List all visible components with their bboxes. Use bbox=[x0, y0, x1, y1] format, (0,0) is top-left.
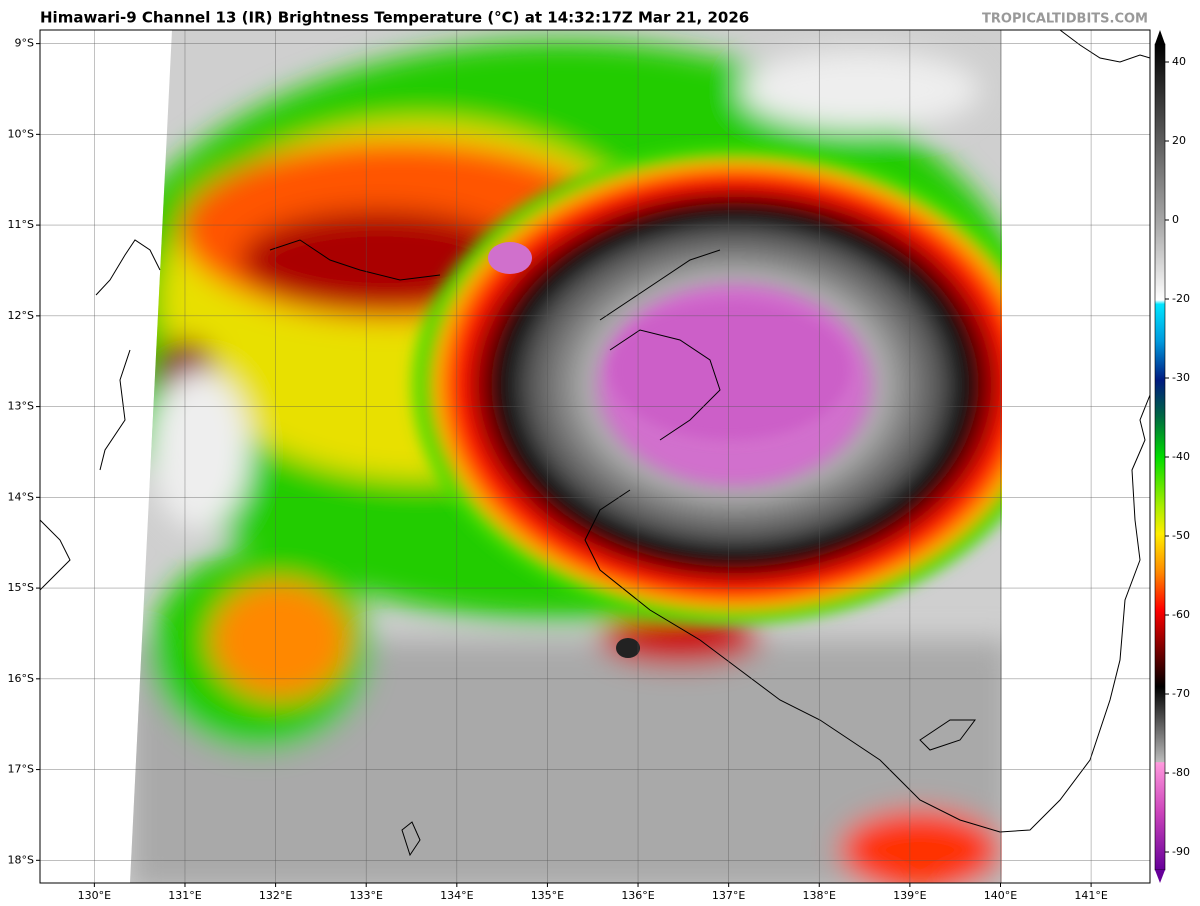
y-tick-label: 17°S bbox=[8, 763, 34, 776]
colorbar-tick-label: -40 bbox=[1172, 450, 1190, 463]
colorbar-tick-label: -50 bbox=[1172, 529, 1190, 542]
colorbar-tick-label: -80 bbox=[1172, 766, 1190, 779]
colorbar-tick-label: -30 bbox=[1172, 371, 1190, 384]
title: Himawari-9 Channel 13 (IR) Brightness Te… bbox=[40, 9, 749, 27]
colorbar-tick-label: -60 bbox=[1172, 608, 1190, 621]
x-tick-label: 135°E bbox=[531, 889, 564, 902]
colorbar-tick-label: 0 bbox=[1172, 213, 1179, 226]
colorbar-extend-bottom bbox=[1155, 870, 1165, 883]
x-tick-label: 138°E bbox=[803, 889, 836, 902]
x-tick-label: 137°E bbox=[712, 889, 745, 902]
colorbar-extend-top bbox=[1155, 30, 1165, 44]
x-tick-label: 132°E bbox=[259, 889, 292, 902]
y-tick-label: 12°S bbox=[8, 309, 34, 322]
colorbar-tick-label: -20 bbox=[1172, 292, 1190, 305]
colorbar-tick-label: -70 bbox=[1172, 687, 1190, 700]
x-tick-label: 130°E bbox=[78, 889, 111, 902]
colorbar-tick-label: 40 bbox=[1172, 55, 1186, 68]
graticule bbox=[36, 30, 1150, 887]
x-tick-label: 131°E bbox=[168, 889, 201, 902]
colorbar-ticks: 40 20 0 -20 -30 -40 -50 -60 -70 -80 -90 bbox=[1165, 55, 1190, 858]
map-frame bbox=[39, 29, 1151, 884]
y-tick-label: 10°S bbox=[8, 127, 34, 140]
x-tick-label: 136°E bbox=[621, 889, 654, 902]
y-tick-label: 14°S bbox=[8, 490, 34, 503]
y-tick-label: 18°S bbox=[8, 853, 34, 866]
colorbar-tick-label: 20 bbox=[1172, 134, 1186, 147]
y-tick-label: 16°S bbox=[8, 672, 34, 685]
colorbar bbox=[1154, 43, 1166, 871]
colorbar-tick-label: -90 bbox=[1172, 845, 1190, 858]
x-tick-label: 141°E bbox=[1074, 889, 1107, 902]
watermark: TROPICALTIDBITS.COM bbox=[982, 12, 1148, 27]
y-tick-label: 15°S bbox=[8, 581, 34, 594]
x-tick-label: 134°E bbox=[440, 889, 473, 902]
y-tick-label: 13°S bbox=[8, 400, 34, 413]
y-tick-label: 9°S bbox=[15, 37, 34, 50]
y-tick-label: 11°S bbox=[8, 218, 34, 231]
x-tick-label: 139°E bbox=[893, 889, 926, 902]
x-tick-label: 140°E bbox=[984, 889, 1017, 902]
x-tick-label: 133°E bbox=[349, 889, 382, 902]
satellite-imagery bbox=[130, 30, 1002, 883]
coastlines bbox=[39, 29, 1151, 857]
